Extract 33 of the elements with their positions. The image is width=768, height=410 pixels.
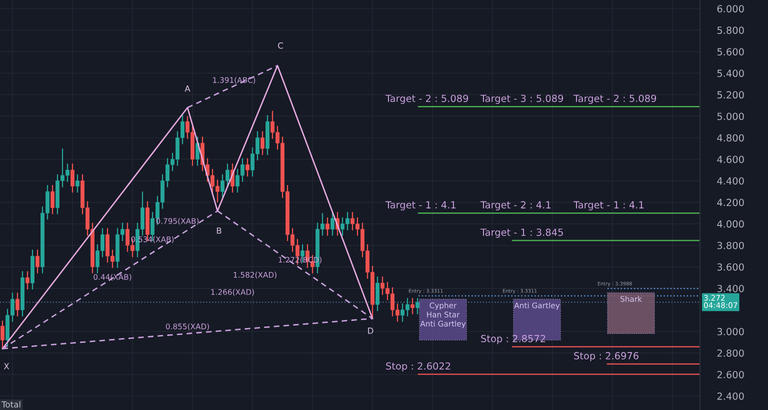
annotation: B [216,228,222,234]
y-tick-label: 2.400 [717,392,744,400]
y-tick-label: 2.600 [717,370,744,378]
y-tick-label: 5.800 [717,26,744,34]
ref-line-label: Stop : 2.6976 [574,352,638,362]
y-tick-label: 6.000 [717,5,744,12]
annotation: Target - 2 : 4.1 [480,201,550,210]
annotation: X [4,363,10,370]
annotation: Total [2,401,20,408]
annotation: Target - 2 : 5.089 [573,94,656,104]
y-tick-label: 4.000 [717,220,744,228]
y-tick-label: 4.400 [717,177,744,185]
y-tick-label: 2.800 [717,349,744,357]
y-tick-label: 3.800 [717,242,744,250]
y-tick-label: 5.400 [717,70,744,78]
y-tick-label: 3.600 [717,263,744,271]
y-tick-label: 4.800 [717,134,744,142]
y-tick-label: 5.200 [717,91,744,99]
y-tick-label: 3.400 [717,284,744,292]
annotation: A [184,86,190,92]
y-tick-label: 5.000 [717,112,744,120]
annotation: C [278,42,283,49]
annotation: Target - 3 : 5.089 [480,94,564,104]
y-tick-label: 5.600 [717,48,744,56]
ref-line-label: Target - 1 : 4.1 [385,201,456,210]
y-tick-label: 4.600 [717,156,744,164]
ref-line-label: Target - 2 : 5.089 [385,94,468,104]
ref-line-label: Target - 1 : 3.845 [480,228,563,238]
y-tick-label: 4.200 [717,198,744,206]
annotation: D [368,328,374,334]
annotation: Target - 1 : 4.1 [573,201,644,210]
ref-line-label: Stop : 2.6022 [386,362,450,372]
y-tick-label: 3.000 [717,328,744,336]
